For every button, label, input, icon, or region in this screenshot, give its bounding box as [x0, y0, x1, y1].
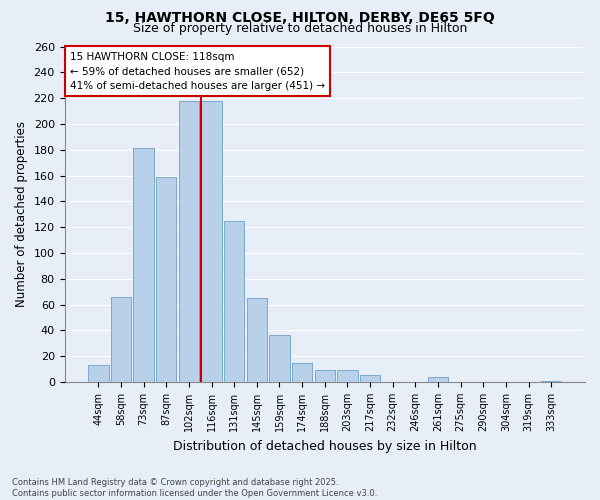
Bar [314, 370, 335, 382]
Bar [224, 220, 244, 382]
Bar [111, 297, 131, 382]
Bar [292, 362, 313, 382]
X-axis label: Distribution of detached houses by size in Hilton: Distribution of detached houses by size … [173, 440, 476, 452]
Bar [156, 177, 176, 382]
Bar [133, 148, 154, 382]
Text: Contains HM Land Registry data © Crown copyright and database right 2025.
Contai: Contains HM Land Registry data © Crown c… [12, 478, 377, 498]
Bar [202, 100, 222, 382]
Bar [247, 298, 267, 382]
Y-axis label: Number of detached properties: Number of detached properties [15, 121, 28, 307]
Bar [269, 336, 290, 382]
Bar [541, 380, 562, 382]
Bar [360, 376, 380, 382]
Bar [179, 100, 199, 382]
Text: 15, HAWTHORN CLOSE, HILTON, DERBY, DE65 5FQ: 15, HAWTHORN CLOSE, HILTON, DERBY, DE65 … [105, 11, 495, 25]
Bar [88, 365, 109, 382]
Bar [337, 370, 358, 382]
Text: Size of property relative to detached houses in Hilton: Size of property relative to detached ho… [133, 22, 467, 35]
Bar [428, 377, 448, 382]
Text: 15 HAWTHORN CLOSE: 118sqm
← 59% of detached houses are smaller (652)
41% of semi: 15 HAWTHORN CLOSE: 118sqm ← 59% of detac… [70, 52, 325, 91]
